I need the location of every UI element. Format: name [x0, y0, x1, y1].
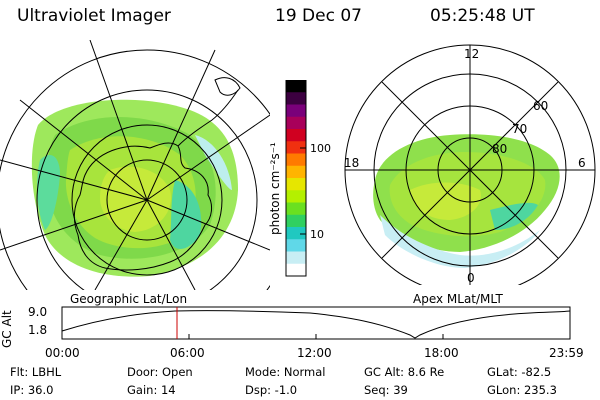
colorbar-segment — [286, 178, 306, 191]
colorbar-tick-100: 100 — [310, 142, 331, 155]
lat-label-60: 60 — [533, 99, 548, 113]
xtick-2359: 23:59 — [549, 346, 584, 360]
colorbar-segment — [286, 153, 306, 167]
gcalt-info: GC Alt: 8.6 Re — [364, 365, 445, 379]
colorbar-segment — [286, 104, 306, 118]
mlt-label-18: 18 — [344, 156, 359, 170]
dsp-info: Dsp: -1.0 — [245, 383, 298, 397]
colorbar-scale — [286, 80, 306, 277]
ip-info: IP: 36.0 — [10, 383, 54, 397]
altitude-curve — [61, 310, 571, 339]
door-info: Door: Open — [127, 365, 193, 379]
mode-info: Mode: Normal — [245, 365, 326, 379]
seq-info: Seq: 39 — [364, 383, 408, 397]
lat-labels: 60 70 80 — [492, 99, 548, 156]
apex-map-label: Apex MLat/MLT — [413, 292, 503, 306]
colorbar-segment — [286, 263, 306, 277]
colorbar-segment — [286, 239, 306, 252]
xtick-1200: 12:00 — [297, 346, 332, 360]
mlt-label-0: 0 — [467, 271, 475, 285]
colorbar-segment — [286, 227, 306, 240]
lat-label-70: 70 — [512, 122, 527, 136]
date-label: 19 Dec 07 — [275, 6, 362, 26]
colorbar-unit-label: photon cm⁻²s⁻¹ — [268, 142, 282, 235]
mlt-label-12: 12 — [464, 47, 479, 61]
geographic-map — [0, 40, 270, 290]
colorbar-segment — [286, 141, 306, 154]
geographic-map-label: Geographic Lat/Lon — [70, 292, 188, 306]
glon-info: GLon: 235.3 — [487, 383, 557, 397]
altitude-ytick-9: 9.0 — [28, 305, 48, 319]
left-lat-grid — [0, 49, 270, 290]
mlt-label-6: 6 — [578, 156, 586, 170]
lat-label-80: 80 — [492, 142, 507, 156]
right-emission-region — [373, 134, 560, 268]
colorbar-segment — [286, 251, 306, 265]
antarctica-coastline — [73, 142, 213, 271]
colorbar-segment — [286, 165, 306, 179]
left-lon-grid — [0, 40, 270, 290]
xtick-0600: 06:00 — [170, 346, 205, 360]
altitude-ylabel: GC Alt — [0, 310, 14, 348]
altitude-xticks — [61, 334, 571, 339]
glat-info: GLat: -82.5 — [487, 365, 552, 379]
filter-info: Flt: LBHL — [10, 365, 62, 379]
colorbar-segment — [286, 202, 306, 216]
altitude-ytick-1-8: 1.8 — [28, 323, 48, 337]
right-mlt-grid — [345, 45, 595, 285]
colorbar-tick-10: 10 — [310, 228, 324, 241]
xtick-0000: 00:00 — [45, 346, 80, 360]
colorbar-segment — [286, 129, 306, 142]
colorbar-segment — [286, 190, 306, 203]
gain-info: Gain: 14 — [127, 383, 176, 397]
colorbar-segment — [286, 92, 306, 105]
altitude-plot — [61, 306, 571, 340]
south-america-tip — [214, 77, 241, 96]
apex-polar-map: 12 18 6 0 60 70 80 — [344, 44, 596, 285]
xtick-1800: 18:00 — [424, 346, 459, 360]
time-label: 05:25:48 UT — [430, 6, 535, 26]
colorbar-segment — [286, 214, 306, 228]
instrument-title: Ultraviolet Imager — [17, 6, 171, 26]
colorbar-segment — [286, 80, 306, 93]
colorbar: 100 10 — [285, 80, 331, 277]
colorbar-segment — [286, 116, 306, 130]
mlt-labels: 12 18 6 0 — [344, 47, 586, 285]
